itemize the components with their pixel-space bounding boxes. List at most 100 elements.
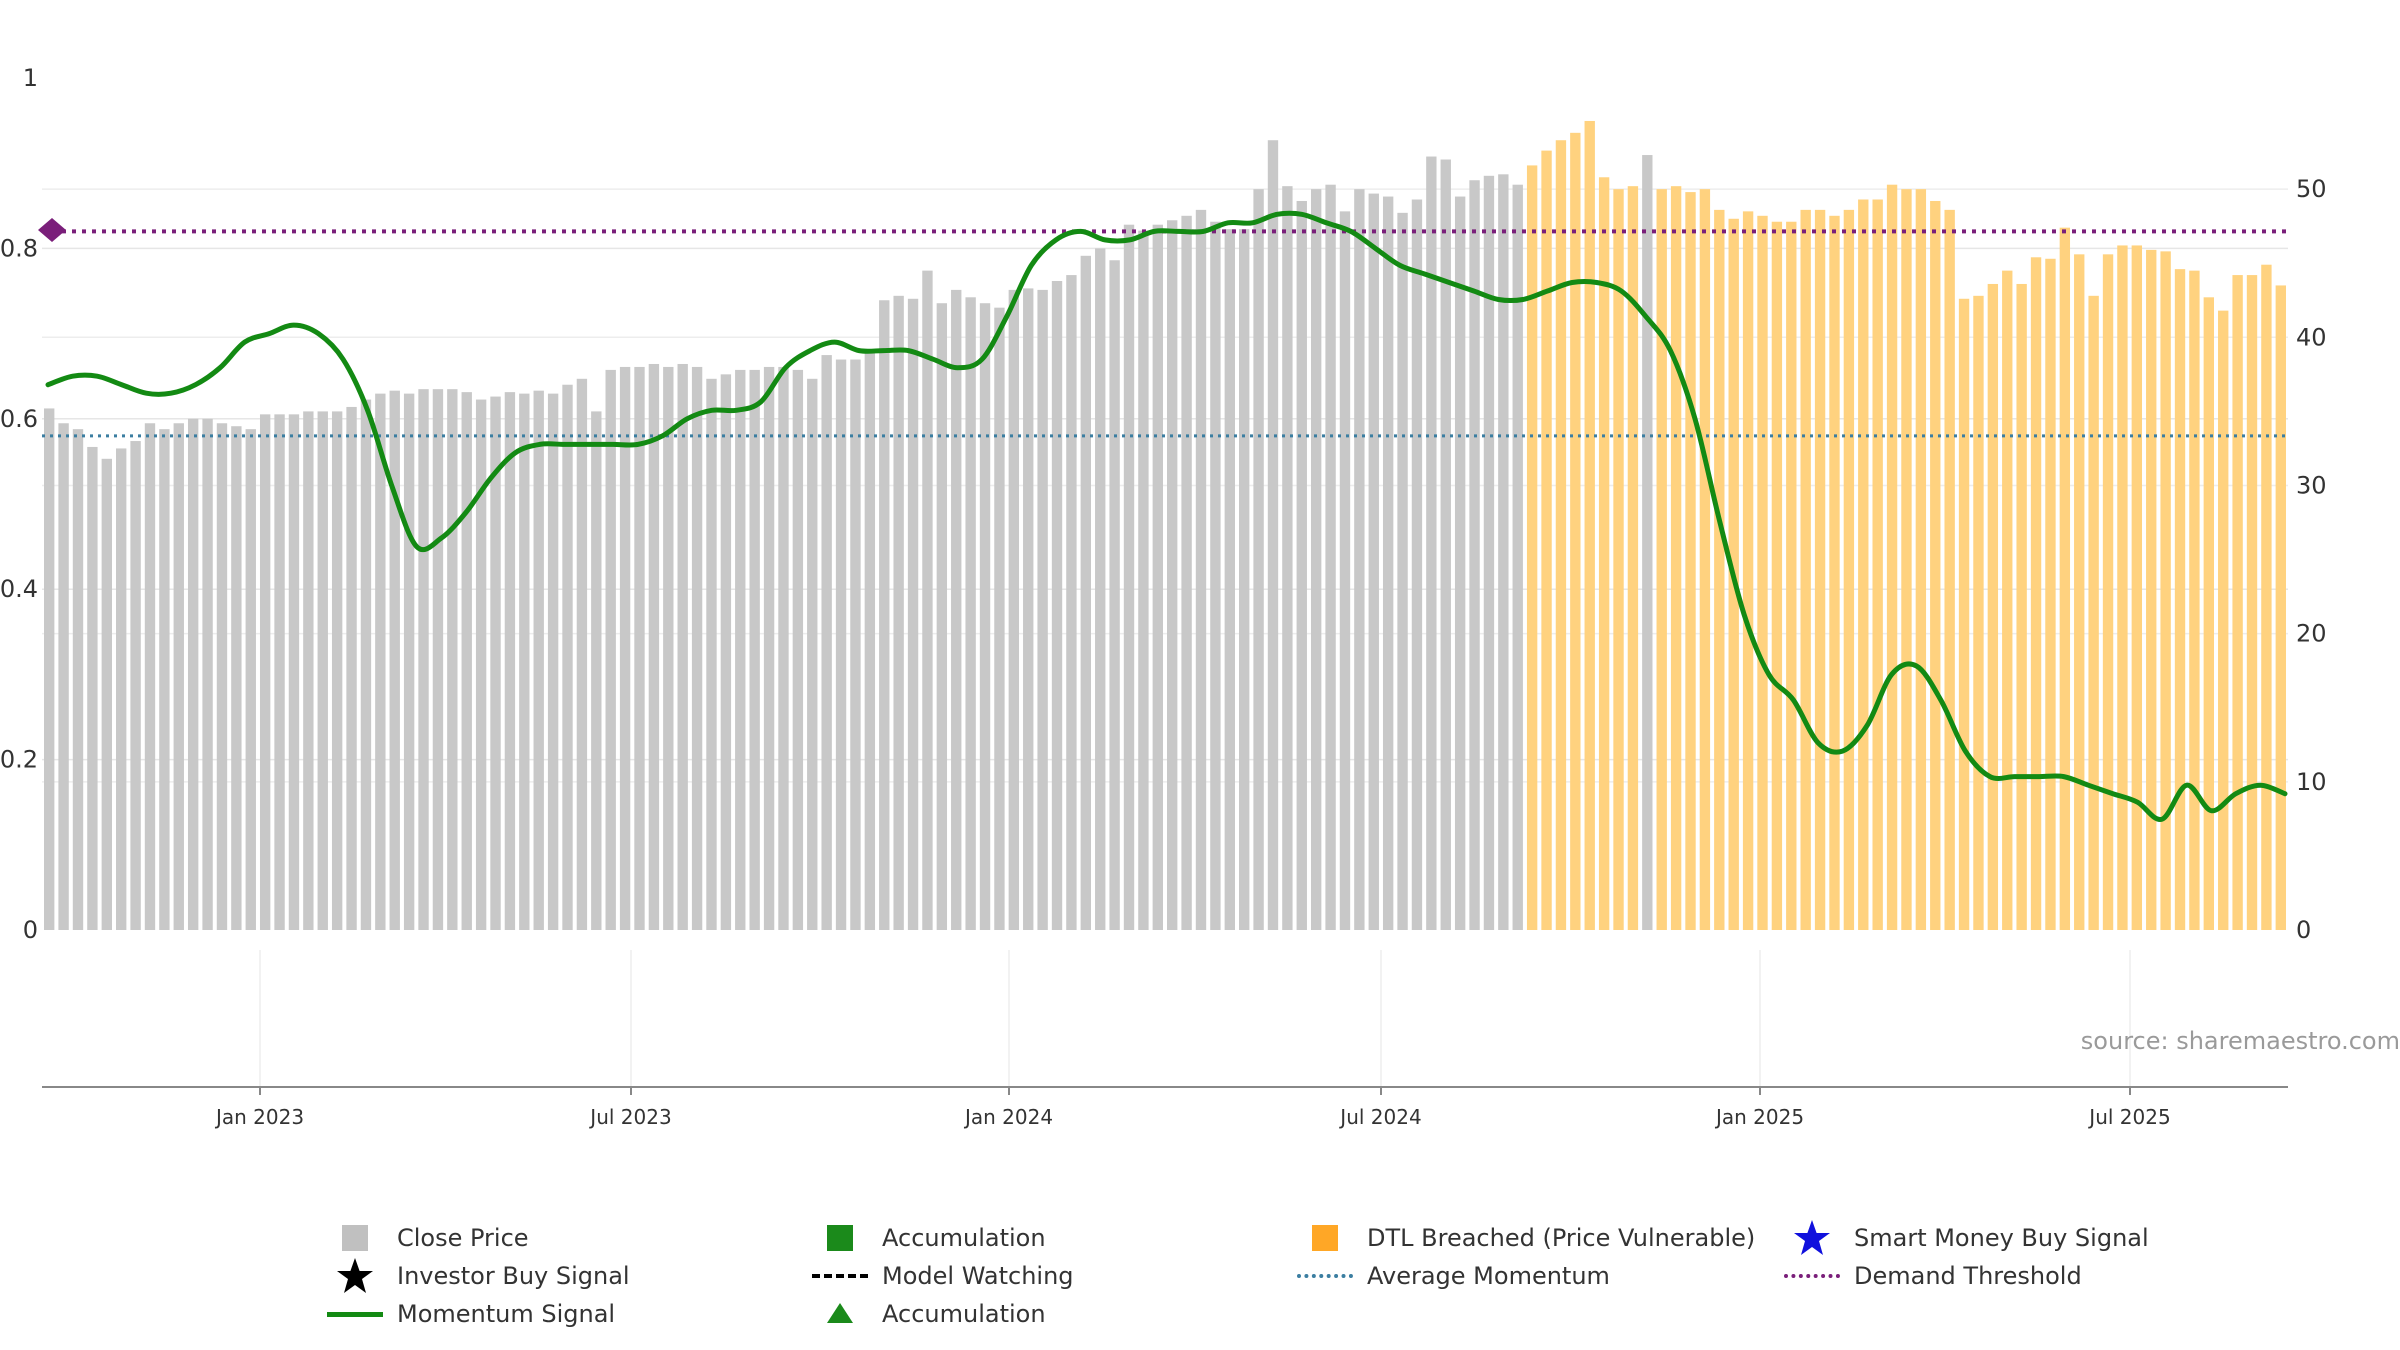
blue-star-icon [1782,1220,1842,1256]
close-price-bar [187,418,199,930]
close-price-bar [994,307,1005,930]
dtl-breached-bar [1858,199,1869,930]
y-axis-left: 0 0.2 0.4 0.6 0.8 1 [0,64,38,944]
close-price-bar [835,359,847,930]
dtl-breached-bar [1656,189,1667,930]
legend-label: Momentum Signal [397,1300,616,1328]
legend-dtl-breached: DTL Breached (Price Vulnerable) [1295,1220,1755,1256]
close-price-bar [807,378,818,930]
close-price-bar [475,399,487,930]
close-price-bar [965,297,976,930]
close-price-bar [1411,199,1423,930]
legend-label: Smart Money Buy Signal [1854,1224,2149,1252]
dtl-breached-bar [2275,285,2286,930]
close-price-bar [216,423,228,930]
dtl-breached-bar [1814,209,1826,930]
momentum-line [45,210,2288,822]
close-price-bar [720,374,732,931]
dtl-breached-bar [1901,189,1912,930]
close-price-bar [346,406,357,930]
dtl-breached-bar [2002,270,2013,930]
dtl-breached-bar [1613,189,1624,930]
dashed-line-icon [810,1258,870,1294]
legend-average-momentum: Average Momentum [1295,1258,1610,1294]
dtl-breached-bar [1570,132,1581,930]
y-left-tick-label: 0.4 [0,575,38,603]
dtl-breached-bar [2059,227,2071,930]
dtl-breached-bar [1598,177,1610,930]
close-price-bar [403,393,415,930]
dtl-breached-bar [1786,221,1797,931]
dtl-breached-bar [1627,186,1639,931]
close-price-bar [432,389,444,930]
close-price-bar [1325,184,1336,930]
legend: Close Price Accumulation DTL Breached (P… [0,1200,2400,1350]
y-axis-right: 0 10 20 30 40 50 [2296,175,2327,944]
x-tick-label: Jul 2025 [2087,1105,2170,1129]
close-price-bar [130,441,141,930]
close-price-bar [1267,140,1279,931]
legend-label: DTL Breached (Price Vulnerable) [1367,1224,1756,1252]
close-price-bar [951,289,962,930]
x-tick-label: Jan 2024 [963,1105,1053,1129]
close-price-bar [1195,209,1207,930]
dtl-breached-bar [2218,310,2229,930]
close-price-bar [879,300,890,930]
dtl-breached-bar [1944,209,1955,930]
close-price-bar [58,423,69,930]
close-price-bar [979,303,991,931]
close-price-bar [792,369,804,930]
dtl-breached-bar [1930,200,1941,931]
close-price-bar [288,414,300,931]
dtl-breached-bar [1843,209,1855,930]
bars [44,120,2286,931]
close-price-bar [303,411,314,930]
close-price-bar [259,414,271,931]
close-price-bar [1051,281,1063,930]
y-left-tick-label: 1 [23,64,38,92]
close-price-bar [1066,275,1077,930]
y-right-tick-label: 10 [2296,768,2327,796]
legend-label: Accumulation [882,1224,1046,1252]
close-price-bar [389,390,400,930]
black-star-icon [325,1258,385,1294]
close-price-bar [461,392,472,930]
close-price-bar [864,349,876,930]
dtl-breached-bar [1872,199,1883,930]
dtl-breached-bar [1800,209,1811,930]
dtl-breached-bar [1829,215,1840,931]
source-label: source: sharemaestro.com [2081,1027,2400,1055]
close-price-bar [1498,174,1509,930]
y-right-tick-label: 50 [2296,175,2327,203]
close-price-bar [1354,189,1365,930]
close-price-bar [562,384,573,931]
close-price-bar [1210,221,1221,931]
close-price-bar [44,408,55,930]
dtl-breached-bar [1987,283,1999,931]
close-price-bar [533,390,544,930]
close-price-bar [648,363,660,931]
close-price-bar [1080,255,1091,930]
y-left-tick-label: 0.8 [0,234,38,262]
dtl-breached-bar [2261,264,2272,930]
close-price-bar [922,270,933,930]
close-price-bar [706,378,717,930]
dtl-breached-bar [2131,245,2143,930]
y-left-tick-label: 0 [23,916,38,944]
dtl-breached-bar [1915,189,1927,930]
dotted-line-purple-icon [1782,1258,1842,1294]
dtl-breached-bar [2045,258,2056,930]
close-price-bar [677,363,688,931]
legend-accumulation: Accumulation [810,1220,1046,1256]
legend-demand-threshold: Demand Threshold [1782,1258,2082,1294]
close-price-bar [101,458,112,930]
dtl-breached-bar [1757,215,1768,931]
close-price-bar [173,423,184,930]
dtl-breached-bar [2146,249,2157,930]
close-price-bar [231,426,242,930]
dtl-breached-bar [1699,189,1711,930]
dtl-breached-bar [2160,251,2171,931]
close-price-swatch-icon [325,1220,385,1256]
close-price-bar [821,355,832,931]
